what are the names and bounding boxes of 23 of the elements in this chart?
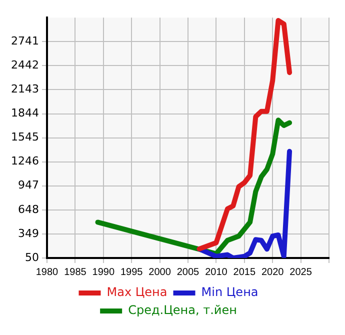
- x-tick-label: 1985: [64, 266, 87, 278]
- y-tick-label: 947: [18, 178, 39, 192]
- x-tick-label: 2025: [290, 266, 312, 278]
- x-tick-label: 1990: [92, 266, 115, 278]
- x-tick-label: 1980: [36, 266, 59, 278]
- x-tick-label: 2005: [176, 266, 200, 278]
- y-tick-label: 648: [18, 202, 39, 216]
- x-tick-label: 2020: [261, 266, 284, 278]
- y-tick-label: 1545: [10, 130, 39, 144]
- y-tick-label: 349: [18, 226, 39, 240]
- legend-label: Max Цена: [106, 285, 168, 300]
- y-tick-label: 1844: [10, 106, 39, 120]
- x-tick-label: 2015: [233, 266, 256, 278]
- y-tick-label: 1246: [10, 154, 39, 168]
- x-tick-label: 1995: [120, 266, 144, 278]
- y-tick-label: 2442: [10, 58, 39, 72]
- legend-label: Сред.Цена, т.йен: [128, 303, 237, 318]
- x-tick-label: 2010: [205, 266, 228, 278]
- x-tick-label: 2000: [148, 266, 172, 278]
- y-tick-label: 50: [24, 250, 39, 264]
- y-tick-label: 2143: [10, 82, 39, 96]
- legend-label: Min Цена: [201, 285, 258, 300]
- y-tick-label: 2741: [10, 34, 39, 48]
